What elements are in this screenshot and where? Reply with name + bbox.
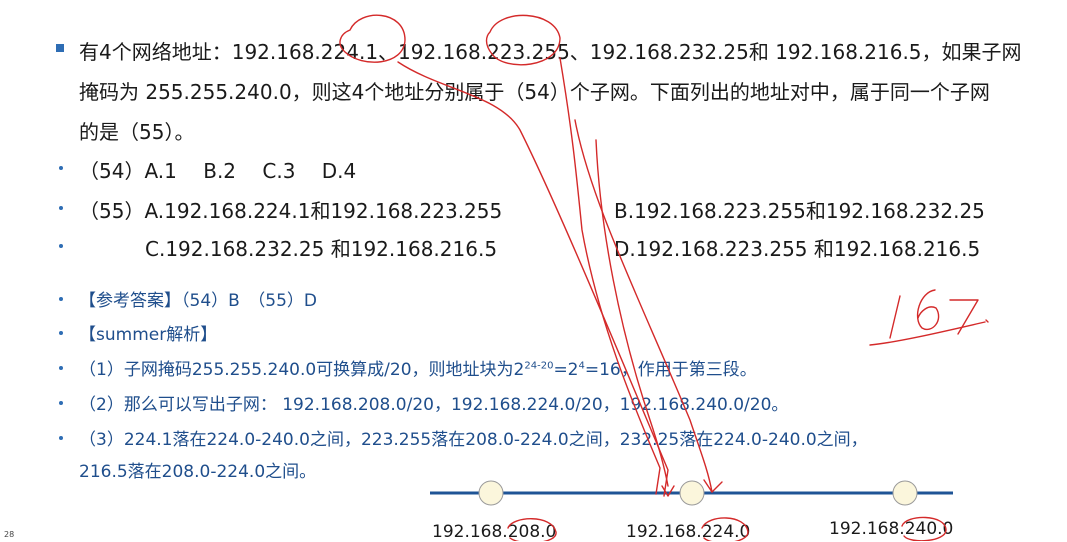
reference-answer: 【参考答案】（54）B （55）D [79, 291, 318, 311]
ink-arrow-left [661, 485, 675, 497]
number-line-label-240: 192.168.240.0 [829, 519, 954, 539]
question-bullet [56, 44, 64, 52]
ink-handwriting-dot [985, 319, 989, 323]
ink-handwriting-6 [917, 289, 940, 331]
step1-exponent-2: 4 [578, 360, 585, 372]
number-line-label-224: 192.168.224.0 [626, 522, 751, 542]
option-bullet-55 [59, 206, 63, 210]
analysis-bullet [59, 331, 63, 335]
ink-stroke-224-1-down [397, 61, 669, 497]
step1-text-b: =2 [553, 360, 579, 380]
option-q55-a: （55）A.192.168.224.1和192.168.223.255 [79, 199, 503, 223]
ink-stroke-223-down [559, 57, 661, 495]
ink-circle-208 [507, 518, 557, 541]
step2-bullet [59, 401, 63, 405]
ink-circle-223-255 [485, 14, 561, 66]
page-number: 28 [4, 530, 15, 539]
ink-handwriting-7 [949, 299, 979, 335]
step1-text-a: （1）子网掩码255.255.240.0可换算成/20，则地址块为2 [79, 360, 525, 380]
ink-circle-224-1 [339, 14, 406, 63]
number-line-label-208: 192.168.208.0 [432, 522, 557, 542]
option-q55-d: D.192.168.223.255 和192.168.216.5 [614, 237, 981, 261]
step1-exponent-1: 24-20 [524, 360, 554, 372]
ink-handwriting-1 [889, 295, 901, 339]
analysis-step-3-line-1: （3）224.1落在224.0-240.0之间，223.255落在208.0-2… [79, 430, 868, 450]
step3-bullet [59, 436, 63, 440]
analysis-step-3-line-2: 216.5落在208.0-224.0之间。 [79, 462, 317, 482]
analysis-title: 【summer解析】 [79, 325, 218, 345]
number-line-node-208 [478, 480, 504, 506]
number-line-node-240 [892, 480, 918, 506]
option-q55-c: C.192.168.232.25 和192.168.216.5 [145, 237, 498, 261]
ink-stroke-232-down [574, 119, 713, 493]
answer-bullet [59, 297, 63, 301]
option-q54: （54）A.1 B.2 C.3 D.4 [79, 159, 357, 183]
option-bullet-55-cd [59, 244, 63, 248]
ink-circle-224 [701, 517, 749, 541]
number-line-node-224 [679, 480, 705, 506]
question-line-2: 掩码为 255.255.240.0，则这4个地址分别属于（54）个子网。下面列出… [79, 80, 990, 104]
question-line-3: 的是（55）。 [79, 120, 195, 144]
analysis-step-2: （2）那么可以写出子网： 192.168.208.0/20，192.168.22… [79, 395, 789, 415]
option-q55-b: B.192.168.223.255和192.168.232.25 [614, 199, 985, 223]
ink-arrow-right [703, 479, 723, 493]
step1-bullet [59, 366, 63, 370]
ink-circle-240 [901, 516, 947, 541]
option-bullet-54 [59, 166, 63, 170]
ink-stroke-216-down [595, 139, 669, 487]
ink-handwriting-underline [869, 321, 986, 346]
question-line-1: 有4个网络地址：192.168.224.1、192.168.223.255、19… [79, 40, 1022, 64]
